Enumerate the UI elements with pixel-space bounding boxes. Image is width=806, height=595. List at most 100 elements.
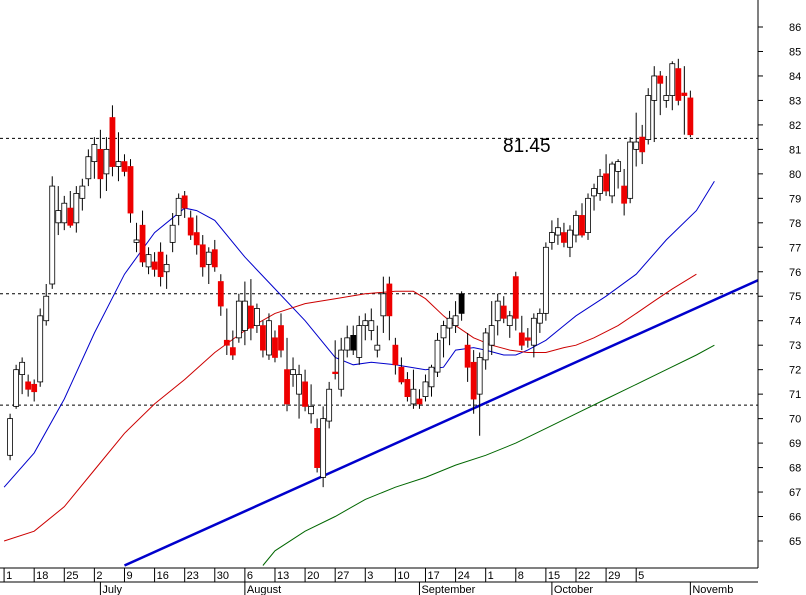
candle-body: [374, 344, 381, 351]
candle-body: [362, 320, 369, 327]
candle: [374, 325, 381, 358]
candle-body: [482, 332, 489, 361]
candle-body: [145, 254, 152, 268]
candle-body: [97, 148, 104, 180]
candle: [217, 274, 224, 316]
candle-body: [512, 276, 519, 319]
candle: [338, 337, 345, 397]
candle: [175, 193, 182, 226]
candle: [205, 247, 212, 284]
candle: [139, 210, 146, 267]
x-tick-label: 2: [96, 570, 102, 582]
candle-body: [13, 369, 20, 407]
candle-body: [470, 361, 477, 400]
candle: [579, 203, 585, 238]
candle: [681, 66, 688, 135]
candle-body: [585, 197, 591, 233]
candle-body: [308, 405, 315, 415]
y-tick-label: 82: [789, 120, 801, 132]
candle: [133, 222, 140, 253]
candle-body: [651, 75, 658, 101]
candle: [536, 308, 543, 333]
y-tick-label: 73: [789, 340, 801, 352]
candle-body: [199, 244, 206, 268]
y-tick-label: 83: [789, 95, 801, 107]
candle-body: [392, 344, 399, 366]
candle: [398, 357, 405, 385]
candle: [127, 159, 134, 223]
candle: [284, 337, 290, 412]
candle-body: [380, 293, 387, 317]
candle: [235, 293, 242, 343]
candle-body: [567, 229, 573, 248]
candle: [308, 384, 315, 424]
candle: [512, 271, 519, 331]
candle: [494, 293, 501, 336]
candle-body: [500, 305, 507, 319]
x-axis-month-labels: July August September October Novemb: [99, 582, 733, 595]
y-tick-label: 84: [789, 71, 801, 83]
candle-body: [121, 161, 128, 172]
candle-body: [555, 227, 561, 236]
candle: [19, 357, 26, 395]
candle: [241, 281, 248, 346]
candle-body: [61, 202, 68, 224]
candle-body: [67, 207, 74, 226]
y-tick-label: 74: [789, 316, 801, 328]
candle: [332, 340, 339, 380]
moving-average-line-1: [3, 273, 697, 542]
candle-body: [235, 300, 242, 339]
candle: [404, 372, 411, 402]
candle: [356, 315, 363, 365]
x-tick-label: 1: [488, 570, 494, 582]
candle: [542, 242, 549, 321]
candle: [633, 112, 640, 167]
trendline: [123, 274, 770, 567]
candle: [115, 132, 122, 182]
candle-body: [464, 344, 471, 368]
price-annotation: 81.45: [503, 136, 551, 157]
candle: [518, 315, 525, 351]
candle-body: [169, 224, 176, 243]
candle-body: [73, 193, 80, 224]
candle: [37, 308, 44, 387]
candle-body: [181, 195, 188, 209]
candle: [440, 320, 447, 358]
candle-body: [356, 325, 363, 358]
candle-body: [440, 325, 447, 339]
candle: [470, 350, 477, 414]
candle-body: [43, 295, 50, 322]
candle-body: [458, 293, 465, 314]
candle-body: [241, 300, 248, 331]
x-tick-label: 3: [367, 570, 373, 582]
candle-body: [494, 300, 501, 322]
candle-body: [488, 325, 495, 346]
candle: [380, 276, 387, 333]
candle-body: [302, 381, 308, 407]
candle-body: [428, 366, 435, 388]
candle-body: [597, 175, 603, 194]
y-axis-ticks: 65 66 67 68 69 70 71 72 73 74 75 76 77 78 79 80 81 82 83 84…: [758, 22, 801, 548]
candle-body: [434, 339, 441, 373]
candle: [344, 325, 351, 358]
candle-body: [687, 97, 694, 136]
candle: [573, 210, 579, 243]
y-tick-label: 76: [789, 267, 801, 279]
candle: [326, 381, 333, 429]
candle-body: [476, 357, 483, 395]
candle-body: [542, 246, 549, 314]
reference-lines: [0, 137, 758, 406]
candle: [296, 364, 302, 419]
candle-body: [681, 92, 688, 96]
candle: [278, 313, 284, 358]
x-tick-label: 10: [397, 570, 409, 582]
candle: [247, 279, 254, 341]
candle: [79, 178, 86, 211]
x-tick-label: 18: [36, 570, 48, 582]
trendline-group: [123, 274, 770, 567]
month-label: September: [421, 584, 475, 595]
candle-body: [247, 305, 254, 329]
candle-body: [127, 166, 134, 214]
candle-body: [217, 281, 224, 307]
